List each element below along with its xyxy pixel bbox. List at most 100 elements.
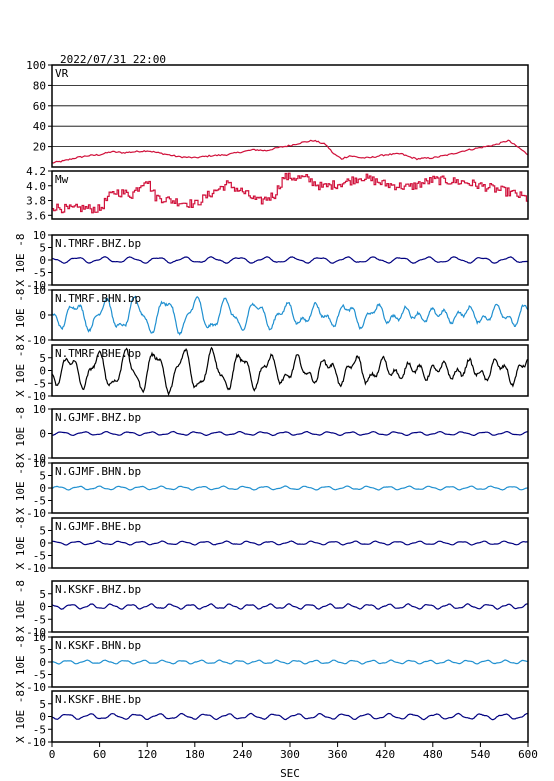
y-tick-label: 0 xyxy=(39,601,46,614)
x-tick-label: 120 xyxy=(137,748,157,761)
y-tick-label: 40 xyxy=(33,120,46,133)
y-tick-label: 0 xyxy=(39,656,46,669)
y-tick-label: 0 xyxy=(39,428,46,441)
panel-label: N.TMRF.BHE.bp xyxy=(55,347,141,360)
y-tick-label: 0 xyxy=(39,365,46,378)
panel-label: N.KSKF.BHZ.bp xyxy=(55,583,141,596)
x-tick-label: 420 xyxy=(375,748,395,761)
y-tick-label: 0 xyxy=(39,482,46,495)
panel-frame xyxy=(51,170,529,220)
series-tmrf-bhz xyxy=(51,256,529,264)
x-axis: 0 60 120 180 240 300 360 420 480 540 600 xyxy=(49,742,538,761)
series-gjmf-bhe xyxy=(51,540,529,546)
y-tick-label: 10 xyxy=(33,229,46,242)
panel-label: N.GJMF.BHZ.bp xyxy=(55,411,141,424)
panel-label: VR xyxy=(55,67,69,80)
panel-label: N.KSKF.BHN.bp xyxy=(55,639,141,652)
y-tick-label: -10 xyxy=(26,279,46,292)
y-tick-label: -5 xyxy=(33,377,46,390)
x-tick-label: 180 xyxy=(185,748,205,761)
panel-mw: 3.63.8 4.0 4.2 Mw xyxy=(26,165,529,222)
x-tick-label: 360 xyxy=(328,748,348,761)
panel-label: N.GJMF.BHE.bp xyxy=(55,520,141,533)
x-tick-label: 480 xyxy=(423,748,443,761)
panel-label: N.KSKF.BHE.bp xyxy=(55,693,141,706)
y-tick-label: 4.0 xyxy=(26,180,46,193)
panel-frame xyxy=(51,64,529,168)
y-tick-label: -10 xyxy=(26,681,46,694)
y-tick-label: 10 xyxy=(33,631,46,644)
y-tick-label: -5 xyxy=(33,613,46,626)
y-axis-label: X 10E -8 xyxy=(14,517,27,570)
y-axis-label: X 10E -8 xyxy=(14,580,27,633)
y-tick-label: 20 xyxy=(33,141,46,154)
panel-label: Mw xyxy=(55,173,69,186)
y-tick-label: 10 xyxy=(33,284,46,297)
y-tick-label: 0 xyxy=(39,309,46,322)
y-tick-label: 60 xyxy=(33,100,46,113)
y-tick-label: 0 xyxy=(39,254,46,267)
y-tick-label: -10 xyxy=(26,452,46,465)
chart-title: 2022/07/31 22:00 xyxy=(60,53,166,66)
y-tick-label: 3.8 xyxy=(26,195,46,208)
x-axis-label: SEC xyxy=(280,767,300,780)
y-tick-label: 10 xyxy=(33,457,46,470)
panels: 20406080100VR3.63.84.04.2Mw-10-50510N.TM… xyxy=(14,59,529,749)
y-tick-label: -10 xyxy=(26,390,46,403)
x-tick-label: 300 xyxy=(280,748,300,761)
y-axis-label: X 10E -8 xyxy=(14,462,27,515)
y-tick-label: 5 xyxy=(39,644,46,657)
y-tick-label: 5 xyxy=(39,698,46,711)
series-mw xyxy=(52,172,528,214)
y-axis-label: X 10E -8 xyxy=(14,289,27,342)
y-tick-label: -10 xyxy=(26,562,46,575)
series-kskf-bhz xyxy=(51,603,529,610)
panel-tmrf-bhn: -10 0 10 N.TMRF.BHN.bp X 10E -8 xyxy=(14,284,529,347)
series-vr xyxy=(51,139,529,164)
panel-label: N.TMRF.BHN.bp xyxy=(55,292,141,305)
y-axis-label: X 10E -8 xyxy=(14,344,27,397)
series-tmrf-bhe xyxy=(51,346,529,397)
y-tick-label: -10 xyxy=(26,334,46,347)
panel-kskf-bhz: -10-505 N.KSKF.BHZ.bp X 10E -8 xyxy=(14,580,529,639)
y-tick-label: 3.6 xyxy=(26,209,46,222)
panel-label: N.TMRF.BHZ.bp xyxy=(55,237,141,250)
y-tick-label: -5 xyxy=(33,723,46,736)
panel-gjmf-bhe: -10-505 N.GJMF.BHE.bp X 10E -8 xyxy=(14,517,529,575)
panel-vr: 20 40 60 80 100 VR xyxy=(26,59,529,168)
y-tick-label: -5 xyxy=(33,669,46,682)
y-tick-label: 5 xyxy=(39,470,46,483)
y-tick-label: -5 xyxy=(33,550,46,563)
series-gjmf-bhz xyxy=(52,430,529,437)
panel-kskf-bhe: -10-505 N.KSKF.BHE.bp X 10E -8 xyxy=(14,690,529,749)
y-tick-label: 100 xyxy=(26,59,46,72)
y-tick-label: -5 xyxy=(33,495,46,508)
x-tick-label: 540 xyxy=(470,748,490,761)
y-tick-label: 5 xyxy=(39,525,46,538)
y-tick-label: -5 xyxy=(33,267,46,280)
y-tick-label: 5 xyxy=(39,352,46,365)
series-kskf-bhn xyxy=(51,659,529,665)
x-tick-label: 240 xyxy=(232,748,252,761)
y-tick-label: 0 xyxy=(39,711,46,724)
series-gjmf-bhn xyxy=(51,485,529,491)
x-tick-label: 60 xyxy=(93,748,106,761)
y-tick-label: 4.2 xyxy=(26,165,46,178)
x-tick-label: 600 xyxy=(518,748,538,761)
y-tick-label: -10 xyxy=(26,736,46,749)
series-tmrf-bhn xyxy=(51,295,529,336)
panel-label: N.GJMF.BHN.bp xyxy=(55,465,141,478)
y-axis-label: X 10E -8 xyxy=(14,690,27,743)
y-axis-label: X 10E -8 xyxy=(14,407,27,460)
y-tick-label: 80 xyxy=(33,79,46,92)
y-tick-label: 10 xyxy=(33,403,46,416)
y-tick-label: 5 xyxy=(39,242,46,255)
panel-tmrf-bhe: -10-505 N.TMRF.BHE.bp X 10E -8 xyxy=(14,344,529,403)
panel-gjmf-bhz: -10 0 10 N.GJMF.BHZ.bp X 10E -8 xyxy=(14,403,529,465)
y-tick-label: 0 xyxy=(39,537,46,550)
series-kskf-bhe xyxy=(51,712,529,721)
